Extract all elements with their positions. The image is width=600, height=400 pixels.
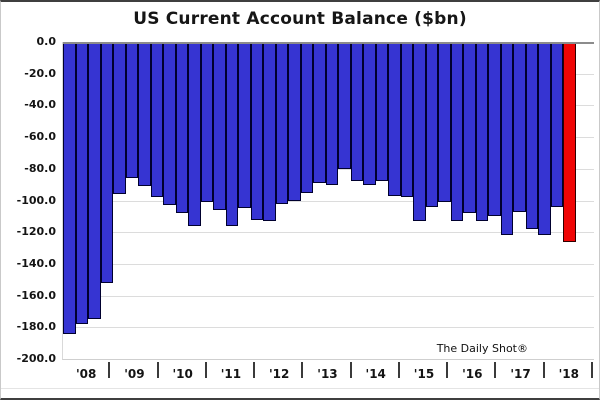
zero-axis-line xyxy=(63,42,594,44)
bar xyxy=(375,42,388,181)
x-axis-label: '15 xyxy=(413,366,435,381)
bar xyxy=(263,42,276,221)
y-axis-label: -80.0 xyxy=(24,161,56,175)
x-axis-tick xyxy=(397,362,400,378)
x-axis-label: '13 xyxy=(317,366,338,381)
x-axis-label: '12 xyxy=(269,366,290,381)
x-axis-label: '14 xyxy=(365,366,386,381)
plot-area: The Daily Shot® xyxy=(62,42,594,360)
bar xyxy=(338,42,351,169)
bar xyxy=(413,42,426,221)
x-axis-tick xyxy=(301,362,304,378)
x-axis-year-cell: '13 xyxy=(303,361,352,386)
bar xyxy=(313,42,326,183)
x-axis-label: '10 xyxy=(172,366,193,381)
x-axis-tick xyxy=(446,362,449,378)
y-axis-label: -200.0 xyxy=(16,352,56,365)
bar xyxy=(100,42,113,283)
bar xyxy=(325,42,338,185)
bar xyxy=(400,42,413,197)
y-axis-label: -20.0 xyxy=(24,66,56,80)
y-axis-label: 0.0 xyxy=(36,35,57,48)
x-axis-tick xyxy=(494,362,497,378)
x-axis-year-cell: '18 xyxy=(545,361,593,386)
watermark: The Daily Shot® xyxy=(436,342,528,355)
y-axis-label: -180.0 xyxy=(16,320,56,334)
x-axis-year-cell: '08 xyxy=(62,361,111,386)
highlight-bar xyxy=(563,42,576,242)
y-axis-label: -40.0 xyxy=(24,98,56,112)
x-axis-year-cell: '10 xyxy=(159,361,207,386)
bar xyxy=(75,42,88,324)
x-axis-year-cell: '09 xyxy=(110,361,159,386)
bar xyxy=(213,42,226,210)
bar xyxy=(475,42,488,221)
gridline xyxy=(63,232,594,234)
bar xyxy=(175,42,188,213)
bar xyxy=(238,42,251,208)
x-axis-year-cell: '16 xyxy=(448,361,497,386)
bar xyxy=(288,42,301,201)
x-axis-label: '17 xyxy=(510,366,531,381)
bar xyxy=(300,42,313,193)
x-axis-label: '08 xyxy=(75,366,97,381)
bar xyxy=(63,42,76,334)
bar xyxy=(525,42,538,229)
x-axis-tick xyxy=(542,362,545,378)
x-axis-year-cell: '14 xyxy=(352,361,400,386)
x-axis: '08 '09 '10 '11 '12 '13 '14 '15 '16 '17 '18 xyxy=(62,361,593,386)
x-axis-year-cell: '15 xyxy=(400,361,449,386)
bar xyxy=(250,42,263,220)
bar xyxy=(488,42,501,216)
x-axis-tick xyxy=(590,362,593,378)
gridline xyxy=(63,263,594,265)
bar xyxy=(275,42,288,204)
x-axis-label: '16 xyxy=(462,366,483,381)
bar xyxy=(438,42,451,202)
gridline xyxy=(63,327,594,329)
bar xyxy=(425,42,438,207)
x-axis-label: '11 xyxy=(220,366,242,381)
bar xyxy=(188,42,201,226)
bars-container xyxy=(63,42,576,334)
bar xyxy=(500,42,513,235)
x-axis-label: '18 xyxy=(558,366,579,381)
bar xyxy=(350,42,363,181)
bar xyxy=(138,42,151,186)
y-axis: 0.0 -20.0 -40.0 -60.0 -80.0 -100.0 -120.0 -140.… xyxy=(1,35,56,365)
axis-bottom-rule xyxy=(1,388,599,389)
x-axis-label: '09 xyxy=(124,366,145,381)
y-axis-label: -120.0 xyxy=(16,225,56,239)
bar xyxy=(538,42,551,235)
chart-title: US Current Account Balance ($bn) xyxy=(133,9,467,29)
bar xyxy=(463,42,476,213)
x-axis-tick xyxy=(204,362,207,378)
x-axis-tick xyxy=(253,362,256,378)
y-axis-label: -140.0 xyxy=(16,256,56,270)
bar xyxy=(88,42,101,319)
bar xyxy=(200,42,213,202)
gridline xyxy=(63,295,594,297)
bar xyxy=(513,42,526,212)
x-axis-tick xyxy=(108,362,111,378)
x-axis-tick xyxy=(349,362,352,378)
gridline xyxy=(63,200,594,202)
bar xyxy=(388,42,401,196)
x-axis-tick xyxy=(156,362,159,378)
bar xyxy=(113,42,126,194)
bar xyxy=(363,42,376,185)
y-axis-label: -160.0 xyxy=(16,288,56,302)
x-axis-year-cell: '11 xyxy=(207,361,256,386)
bar xyxy=(163,42,176,205)
bar xyxy=(550,42,563,207)
bar xyxy=(450,42,463,221)
y-axis-label: -100.0 xyxy=(16,193,56,207)
bar xyxy=(150,42,163,197)
y-axis-label: -60.0 xyxy=(24,130,56,144)
bar xyxy=(225,42,238,226)
bar xyxy=(125,42,138,178)
x-axis-year-cell: '17 xyxy=(496,361,545,386)
x-axis-year-cell: '12 xyxy=(255,361,304,386)
